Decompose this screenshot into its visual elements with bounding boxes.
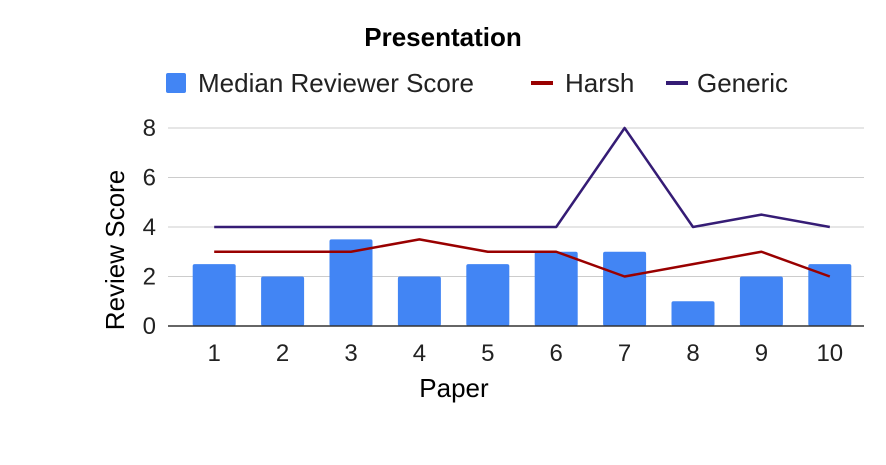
bar [261,276,305,326]
line-series [214,126,831,278]
y-tick-label: 2 [143,264,156,291]
y-tick-label: 8 [143,115,156,142]
bar-series-median [192,239,852,326]
x-tick-label: 3 [344,340,357,367]
x-tick-label: 1 [208,340,221,367]
x-tick-label: 7 [618,340,631,367]
x-tick-label: 5 [481,340,494,367]
x-tick-label: 4 [413,340,426,367]
x-tick-label: 8 [686,340,699,367]
chart-title: Presentation [364,22,522,52]
x-tick-labels: 1 2 3 4 5 6 7 8 9 10 [208,340,844,367]
bar [671,301,715,326]
line-generic [214,126,831,229]
y-axis-title: Review Score [100,170,130,330]
legend-label-generic: Generic [697,68,788,98]
bar [192,264,236,326]
bar [466,264,510,326]
bar [808,264,852,326]
y-tick-label: 0 [143,313,156,340]
line-harsh [214,238,831,278]
x-tick-label: 10 [816,340,843,367]
gridlines [168,127,864,277]
x-axis-title: Paper [419,373,489,403]
bar [397,276,441,326]
x-tick-label: 9 [755,340,768,367]
bar [603,251,647,326]
bar [329,239,373,326]
bar [739,276,783,326]
x-tick-label: 6 [550,340,563,367]
legend: Median Reviewer Score Harsh Generic [166,68,788,98]
x-tick-label: 2 [276,340,289,367]
y-tick-label: 6 [143,165,156,192]
bar [534,251,578,326]
y-tick-labels: 0 2 4 6 8 [143,115,156,340]
legend-label-harsh: Harsh [565,68,634,98]
legend-label-median: Median Reviewer Score [198,68,474,98]
legend-swatch-median [166,73,186,93]
y-tick-label: 4 [143,214,156,241]
